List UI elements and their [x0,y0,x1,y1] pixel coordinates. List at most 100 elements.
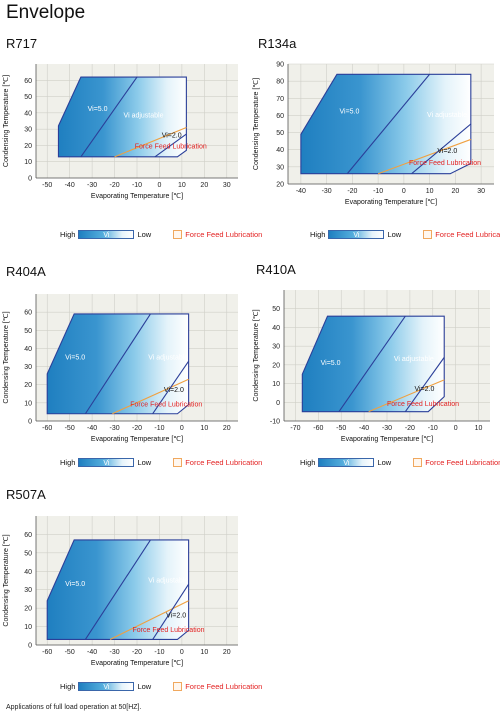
x-tick-label: -60 [42,649,52,656]
x-tick-label: 0 [180,425,184,432]
y-tick-label: 0 [28,643,32,650]
x-tick-label: -10 [373,188,383,195]
vi2-label: Vi=2.0 [162,132,182,139]
x-tick-label: 10 [426,188,434,195]
ffl-boundary-line [377,138,472,175]
y-tick-label: 20 [24,143,32,150]
legend-gradient-bar: Vi [78,230,135,239]
vi2-label: Vi=2.0 [164,387,184,394]
x-tick-label: 30 [223,182,231,189]
y-tick-label: 60 [276,113,284,120]
vi2-boundary-line [152,583,190,640]
y-tick-label: 50 [24,328,32,335]
legend-ffl-label: Force Feed Lubrication [435,230,500,239]
vi5-label: Vi=5.0 [65,354,85,361]
legend-ffl-label: Force Feed Lubrication [185,682,263,691]
vi5-label: Vi=5.0 [65,581,85,588]
page-title: Envelope [6,2,86,23]
envelope-chart-r134a: -40 -30 -20 -10 0 10 20 30 20 30 40 50 60 70 80 90 Evapo… [253,62,494,206]
y-tick-label: 50 [272,306,280,313]
legend-r404a: High Vi Low Force Feed Lubrication [60,458,262,467]
ffl-label: Force Feed Lubrication [135,144,207,151]
y-tick-label: 0 [276,400,280,407]
x-tick-label: 20 [451,188,459,195]
y-axis-label: Condensing Temperature [℃] [253,309,260,401]
legend-ffl-swatch [413,458,423,467]
vi2-boundary-line [154,133,187,158]
x-tick-label: -50 [336,425,346,432]
legend-low-label: Low [137,458,152,467]
ffl-boundary-line [112,378,189,415]
chart-title-r717: R717 [6,36,38,51]
y-tick-label: 30 [24,364,32,371]
y-tick-label: 80 [276,79,284,86]
legend-high-label: High [60,230,76,239]
x-tick-label: -20 [132,425,142,432]
legend-r717: High Vi Low Force Feed Lubrication [60,230,262,239]
y-tick-label: 40 [24,346,32,353]
legend-r134a: High Vi Low Force Feed Lubrication [310,230,500,239]
vi5-boundary-line [346,73,431,175]
x-tick-label: 0 [157,182,161,189]
x-tick-label: -20 [132,649,142,656]
envelope-chart-r507a: -60 -50 -40 -30 -20 -10 0 10 20 0 10 20 30 40 50 60 Evap… [3,516,238,667]
legend-ffl-swatch [173,458,183,467]
y-tick-label: 20 [272,362,280,369]
legend-ffl-label: Force Feed Lubrication [425,458,500,467]
legend-r410a: High Vi Low Force Feed Lubrication [300,458,500,467]
y-tick-label: 0 [28,419,32,426]
legend-ffl-swatch [173,230,183,239]
x-tick-label: -30 [87,182,97,189]
x-tick-label: 10 [200,649,208,656]
x-tick-label: -50 [65,425,75,432]
y-axis-label: Condensing Temperature [℃] [3,75,10,167]
x-tick-label: 10 [475,425,483,432]
legend-high-label: High [310,230,326,239]
x-tick-label: -40 [87,425,97,432]
y-tick-label: 60 [24,310,32,317]
legend-low-label: Low [387,230,402,239]
y-tick-label: -10 [270,419,280,426]
y-tick-label: 0 [28,176,32,183]
legend-low-label: Low [377,458,392,467]
vi-adjustable-label: Vi adjustable [148,354,188,361]
x-tick-label: -40 [65,182,75,189]
vi5-boundary-line [84,313,151,415]
x-tick-label: 0 [180,649,184,656]
x-tick-label: 0 [402,188,406,195]
ffl-label: Force Feed Lubrication [387,401,459,408]
legend-ffl-label: Force Feed Lubrication [185,230,263,239]
ffl-boundary-line [109,600,189,640]
envelope-chart-r717: -50 -40 -30 -20 -10 0 10 20 30 0 10 20 30 40 50 60 Evapo… [3,64,238,200]
legend-low-label: Low [137,230,152,239]
vi5-boundary-line [80,76,138,158]
y-tick-label: 90 [276,62,284,69]
x-tick-label: 10 [178,182,186,189]
x-tick-label: -40 [296,188,306,195]
x-axis-label: Evaporating Temperature [℃] [91,193,183,200]
y-tick-label: 20 [24,382,32,389]
legend-ffl-label: Force Feed Lubrication [185,458,263,467]
envelope-region [300,73,472,175]
x-tick-label: -20 [109,182,119,189]
x-tick-label: 30 [477,188,485,195]
vi5-label: Vi=5.0 [340,109,360,116]
legend-r507a: High Vi Low Force Feed Lubrication [60,682,262,691]
legend-ffl-swatch [173,682,183,691]
legend-gradient-bar: Vi [318,458,375,467]
y-tick-label: 40 [24,569,32,576]
ffl-boundary-line [368,379,445,413]
y-tick-label: 20 [24,606,32,613]
vi-adjustable-label: Vi adjustable [394,356,434,363]
vi-adjustable-label: Vi adjustable [148,577,188,584]
vi5-label: Vi=5.0 [88,106,108,113]
envelope-region [301,315,445,413]
x-tick-label: -30 [109,425,119,432]
y-tick-label: 20 [276,182,284,189]
vi2-label: Vi=2.0 [166,612,186,619]
x-tick-label: -60 [313,425,323,432]
vi-adjustable-label: Vi adjustable [124,113,164,120]
x-tick-label: -30 [109,649,119,656]
y-tick-label: 30 [276,164,284,171]
x-axis-label: Evaporating Temperature [℃] [345,199,437,206]
